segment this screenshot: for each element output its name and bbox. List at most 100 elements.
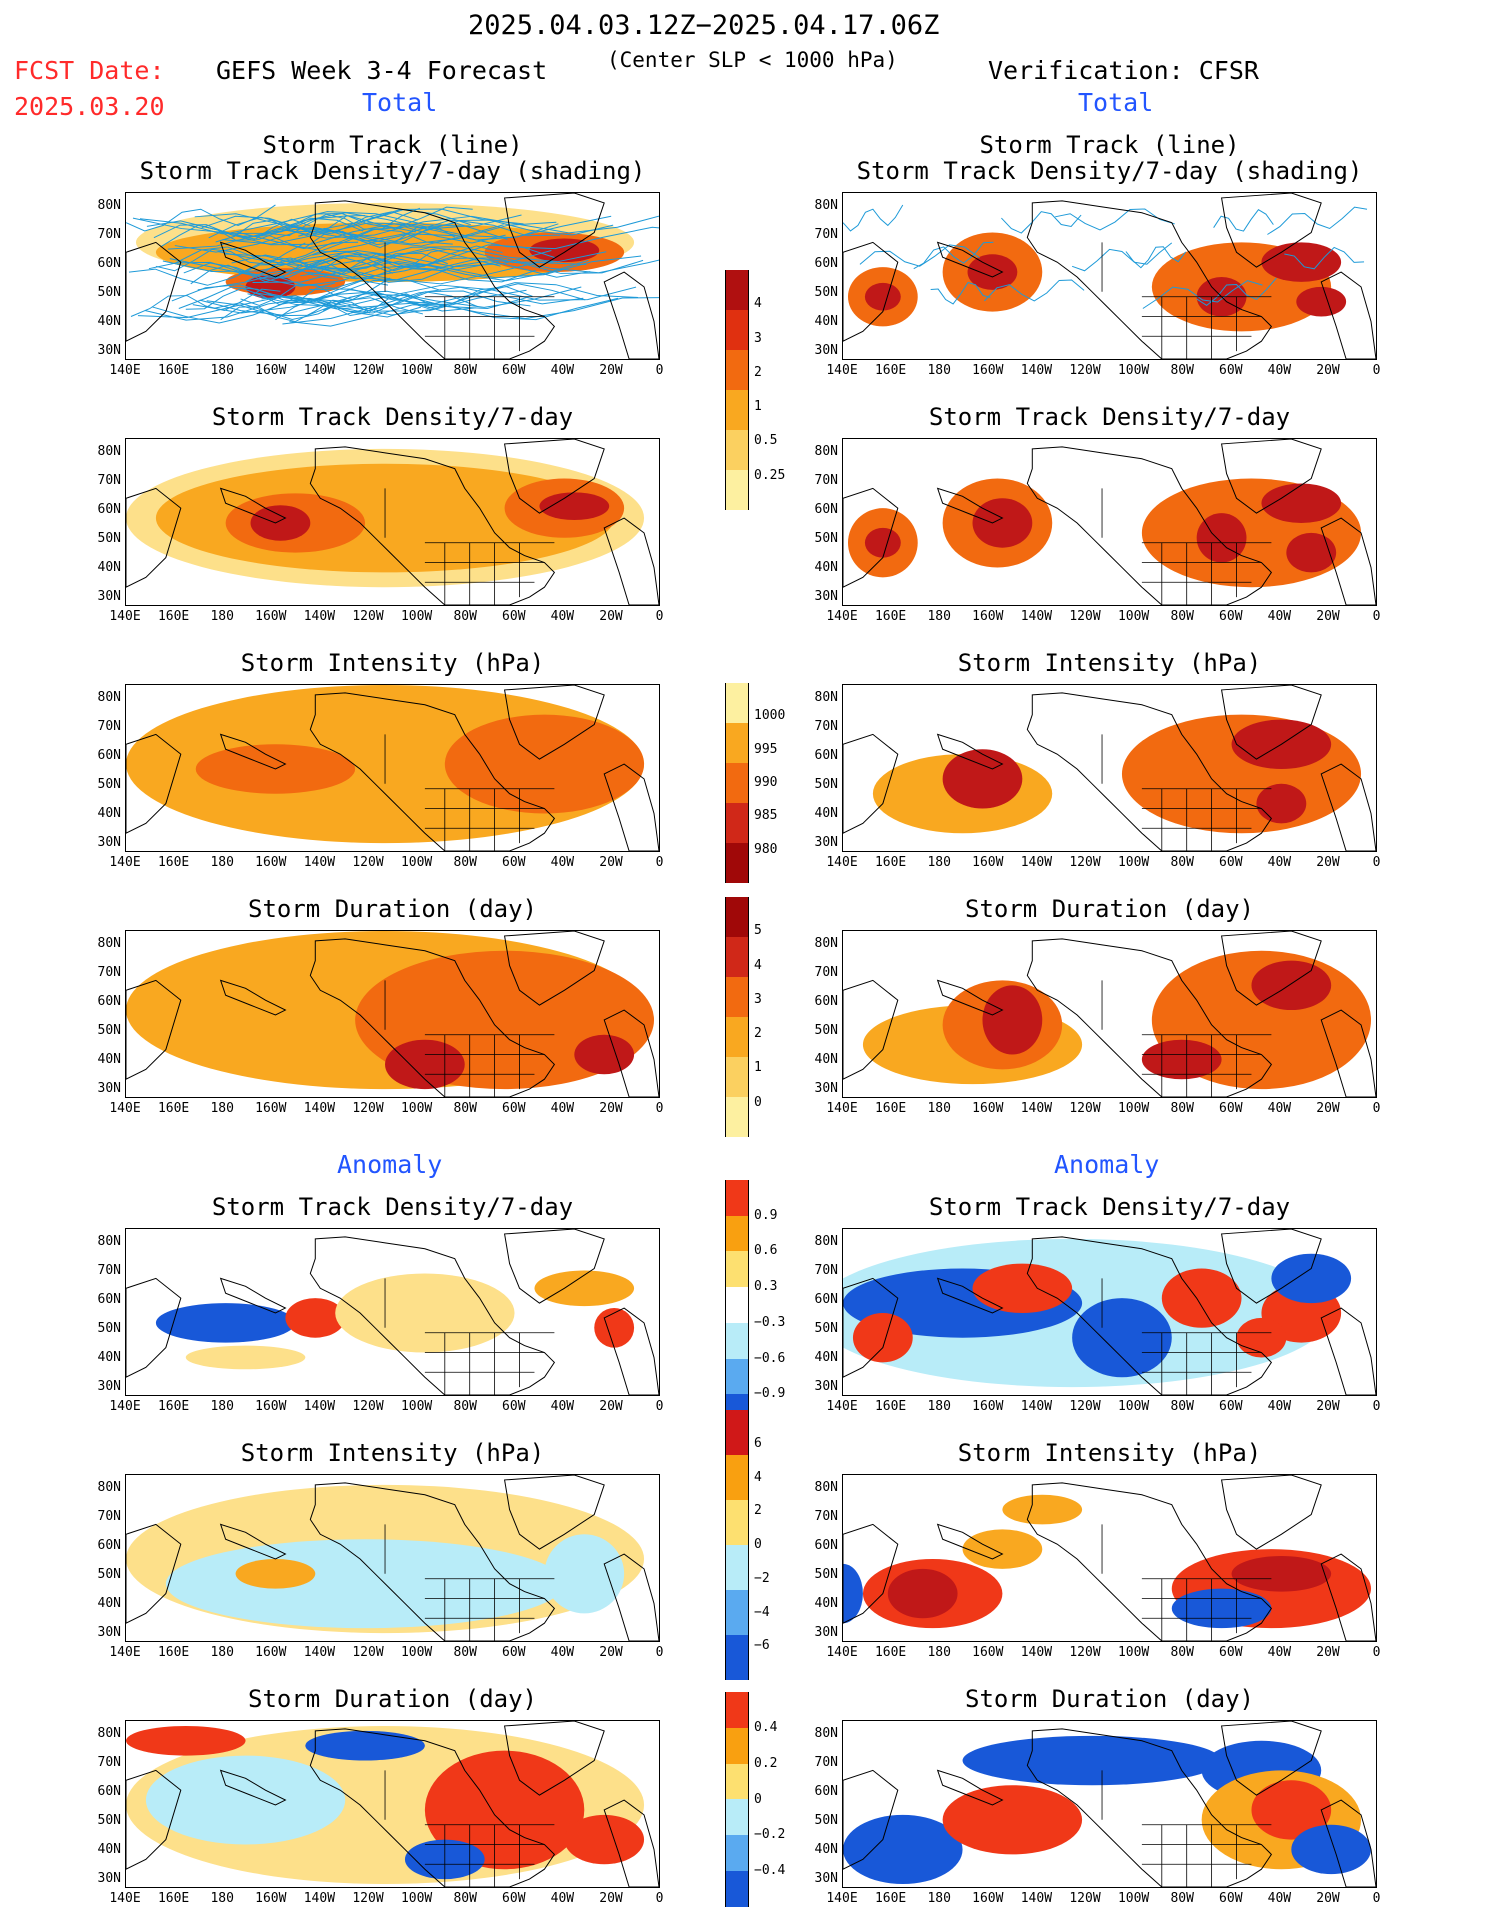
lon-label: 160E <box>157 1101 190 1116</box>
lon-label: 0 <box>655 1101 664 1116</box>
lon-label: 140W <box>303 1101 336 1116</box>
lon-label: 20W <box>599 363 623 378</box>
coastline <box>219 487 287 524</box>
shading-region <box>1291 1824 1372 1875</box>
lat-label: 60N <box>814 256 838 271</box>
lat-label: 80N <box>814 198 838 213</box>
state-borders <box>1101 1770 1272 1887</box>
coastline <box>1320 1799 1376 1887</box>
shading-region <box>444 714 645 814</box>
storm-track-line <box>217 246 607 269</box>
lon-label: 140E <box>109 1101 141 1116</box>
coastline <box>843 241 899 342</box>
lon-label: 140W <box>303 1399 336 1414</box>
lon-label: 60W <box>1219 609 1243 624</box>
colorbar-tick-label: 0.9 <box>754 1207 778 1223</box>
lon-label: 0 <box>1372 1101 1381 1116</box>
storm-track-line <box>148 241 359 270</box>
shading-region <box>1236 1317 1287 1358</box>
lon-label: 160E <box>874 855 907 870</box>
state-borders <box>384 734 555 851</box>
storm-track-line <box>1142 280 1263 309</box>
lon-label: 0 <box>1372 1891 1381 1906</box>
colorbar-segment <box>725 1358 749 1395</box>
panel-title-density-right: Storm Track Density/7-day <box>928 403 1291 431</box>
lon-label: 20W <box>1316 1891 1340 1906</box>
lat-label: 50N <box>97 285 121 300</box>
coastline <box>1220 931 1322 1006</box>
lon-label: 120W <box>352 1645 384 1660</box>
coastline <box>936 1277 1004 1314</box>
coastline <box>1026 200 1273 359</box>
lon-label: 40W <box>1267 855 1292 870</box>
lon-label: 40W <box>550 1399 575 1414</box>
panel-title-duration-left: Storm Duration (day) <box>248 895 537 923</box>
coastline <box>1220 685 1322 760</box>
map-panel-intensity-right <box>842 684 1377 852</box>
lon-label: 40W <box>1267 1891 1292 1906</box>
state-borders <box>1101 734 1272 851</box>
colorbar-tick-label: 2 <box>754 364 762 380</box>
coastline <box>603 271 659 359</box>
colorbar-tick-label: 3 <box>754 991 762 1007</box>
lon-label: 20W <box>599 1891 623 1906</box>
map-panel-duration-anom-left <box>125 1720 660 1888</box>
coastline <box>843 1277 899 1378</box>
coastline <box>603 1799 659 1887</box>
lat-label: 40N <box>814 560 838 575</box>
storm-track-line <box>984 279 1085 302</box>
lon-label: 140W <box>303 855 336 870</box>
coastline <box>503 439 605 514</box>
lon-label: 140E <box>826 1645 858 1660</box>
coastline <box>603 517 659 605</box>
lon-label: 160W <box>972 1399 1004 1414</box>
lon-label: 140E <box>826 1101 858 1116</box>
storm-track-line <box>162 250 552 272</box>
lat-label: 30N <box>814 1871 838 1886</box>
lon-label: 80W <box>453 1101 477 1116</box>
storm-track-line <box>305 226 456 249</box>
lon-label: 160W <box>255 1645 287 1660</box>
lat-label: 80N <box>814 936 838 951</box>
lon-label: 80W <box>1170 1891 1194 1906</box>
state-borders <box>384 488 555 605</box>
lon-label: 80W <box>1170 1399 1194 1414</box>
lon-label: 140W <box>303 1891 336 1906</box>
lon-label: 180 <box>927 1101 951 1116</box>
coastline <box>1320 1009 1376 1097</box>
lon-label: 100W <box>1117 855 1150 870</box>
lon-label: 0 <box>655 1891 664 1906</box>
lon-label: 160W <box>255 855 287 870</box>
colorbar-segment <box>725 1097 749 1137</box>
lon-label: 40W <box>1267 363 1292 378</box>
lat-label: 30N <box>814 835 838 850</box>
lon-label: 140E <box>826 1891 858 1906</box>
lon-label: 0 <box>655 363 664 378</box>
coastline <box>843 1769 899 1870</box>
colorbar-intensity-total <box>725 683 749 883</box>
lon-label: 160W <box>972 1891 1004 1906</box>
storm-track-line <box>859 244 980 267</box>
lon-label: 20W <box>599 1399 623 1414</box>
lat-label: 50N <box>814 531 838 546</box>
shading-region <box>1231 1556 1332 1592</box>
colorbar-segment <box>725 1590 749 1635</box>
storm-track-line <box>1071 242 1173 272</box>
coastline <box>309 1728 556 1887</box>
lon-label: 40W <box>550 1101 575 1116</box>
lon-label: 60W <box>502 1891 526 1906</box>
lon-label: 160E <box>157 1891 190 1906</box>
colorbar-segment <box>725 1545 749 1590</box>
lon-label: 60W <box>502 609 526 624</box>
colorbar-tick-label: 0.3 <box>754 1279 778 1295</box>
colorbar-segment <box>725 270 749 310</box>
state-borders <box>1101 1524 1272 1641</box>
coastline <box>1026 692 1273 851</box>
shading-region <box>942 1785 1083 1855</box>
shading-region <box>1161 1268 1242 1328</box>
coastline <box>1320 763 1376 851</box>
lon-label: 160E <box>157 609 190 624</box>
lat-label: 50N <box>814 777 838 792</box>
coastline <box>309 200 556 359</box>
lon-label: 160W <box>972 1645 1004 1660</box>
